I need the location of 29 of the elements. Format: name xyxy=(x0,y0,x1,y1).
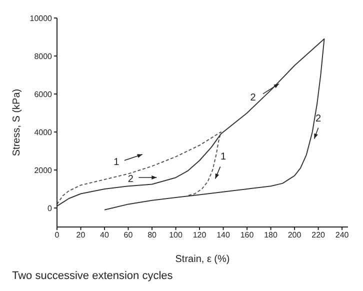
annotation: 1 xyxy=(220,151,227,162)
line-series xyxy=(57,38,325,210)
x-tick-label: 180 xyxy=(264,230,278,240)
y-tick-label: 10000 xyxy=(30,14,53,23)
y-tick-label: 8000 xyxy=(34,52,53,61)
y-tick-label: 4000 xyxy=(34,128,53,137)
x-tick-label: 240 xyxy=(335,230,350,240)
y-axis-title: Stress, S (kPa) xyxy=(12,88,23,156)
x-tick-label: 40 xyxy=(100,230,110,240)
x-tick-label: 20 xyxy=(76,230,86,240)
x-tick-label: 160 xyxy=(240,230,254,240)
text: Two successive extension cycles xyxy=(12,270,174,282)
annotation: 2 xyxy=(316,113,322,124)
x-tick-label: 220 xyxy=(312,230,326,240)
y-tick-label: 2000 xyxy=(34,166,53,175)
x-tick-label: 140 xyxy=(216,230,231,240)
x-tick-label: 120 xyxy=(192,230,207,240)
y-tick-label: 0 xyxy=(48,204,53,213)
x-tick-label: 200 xyxy=(288,230,302,240)
y-tick-label: 6000 xyxy=(34,90,53,99)
annotation: 2 xyxy=(250,92,256,104)
x-tick-label: 100 xyxy=(169,230,183,240)
x-tick-label: 80 xyxy=(148,230,158,240)
line-series xyxy=(57,132,222,205)
annotation: 2 xyxy=(128,174,134,186)
annotation: 1 xyxy=(114,157,120,168)
x-tick-label: 0 xyxy=(54,230,60,240)
x-axis-title: Strain, ε (%) xyxy=(175,254,230,265)
x-tick-label: 60 xyxy=(124,230,134,240)
